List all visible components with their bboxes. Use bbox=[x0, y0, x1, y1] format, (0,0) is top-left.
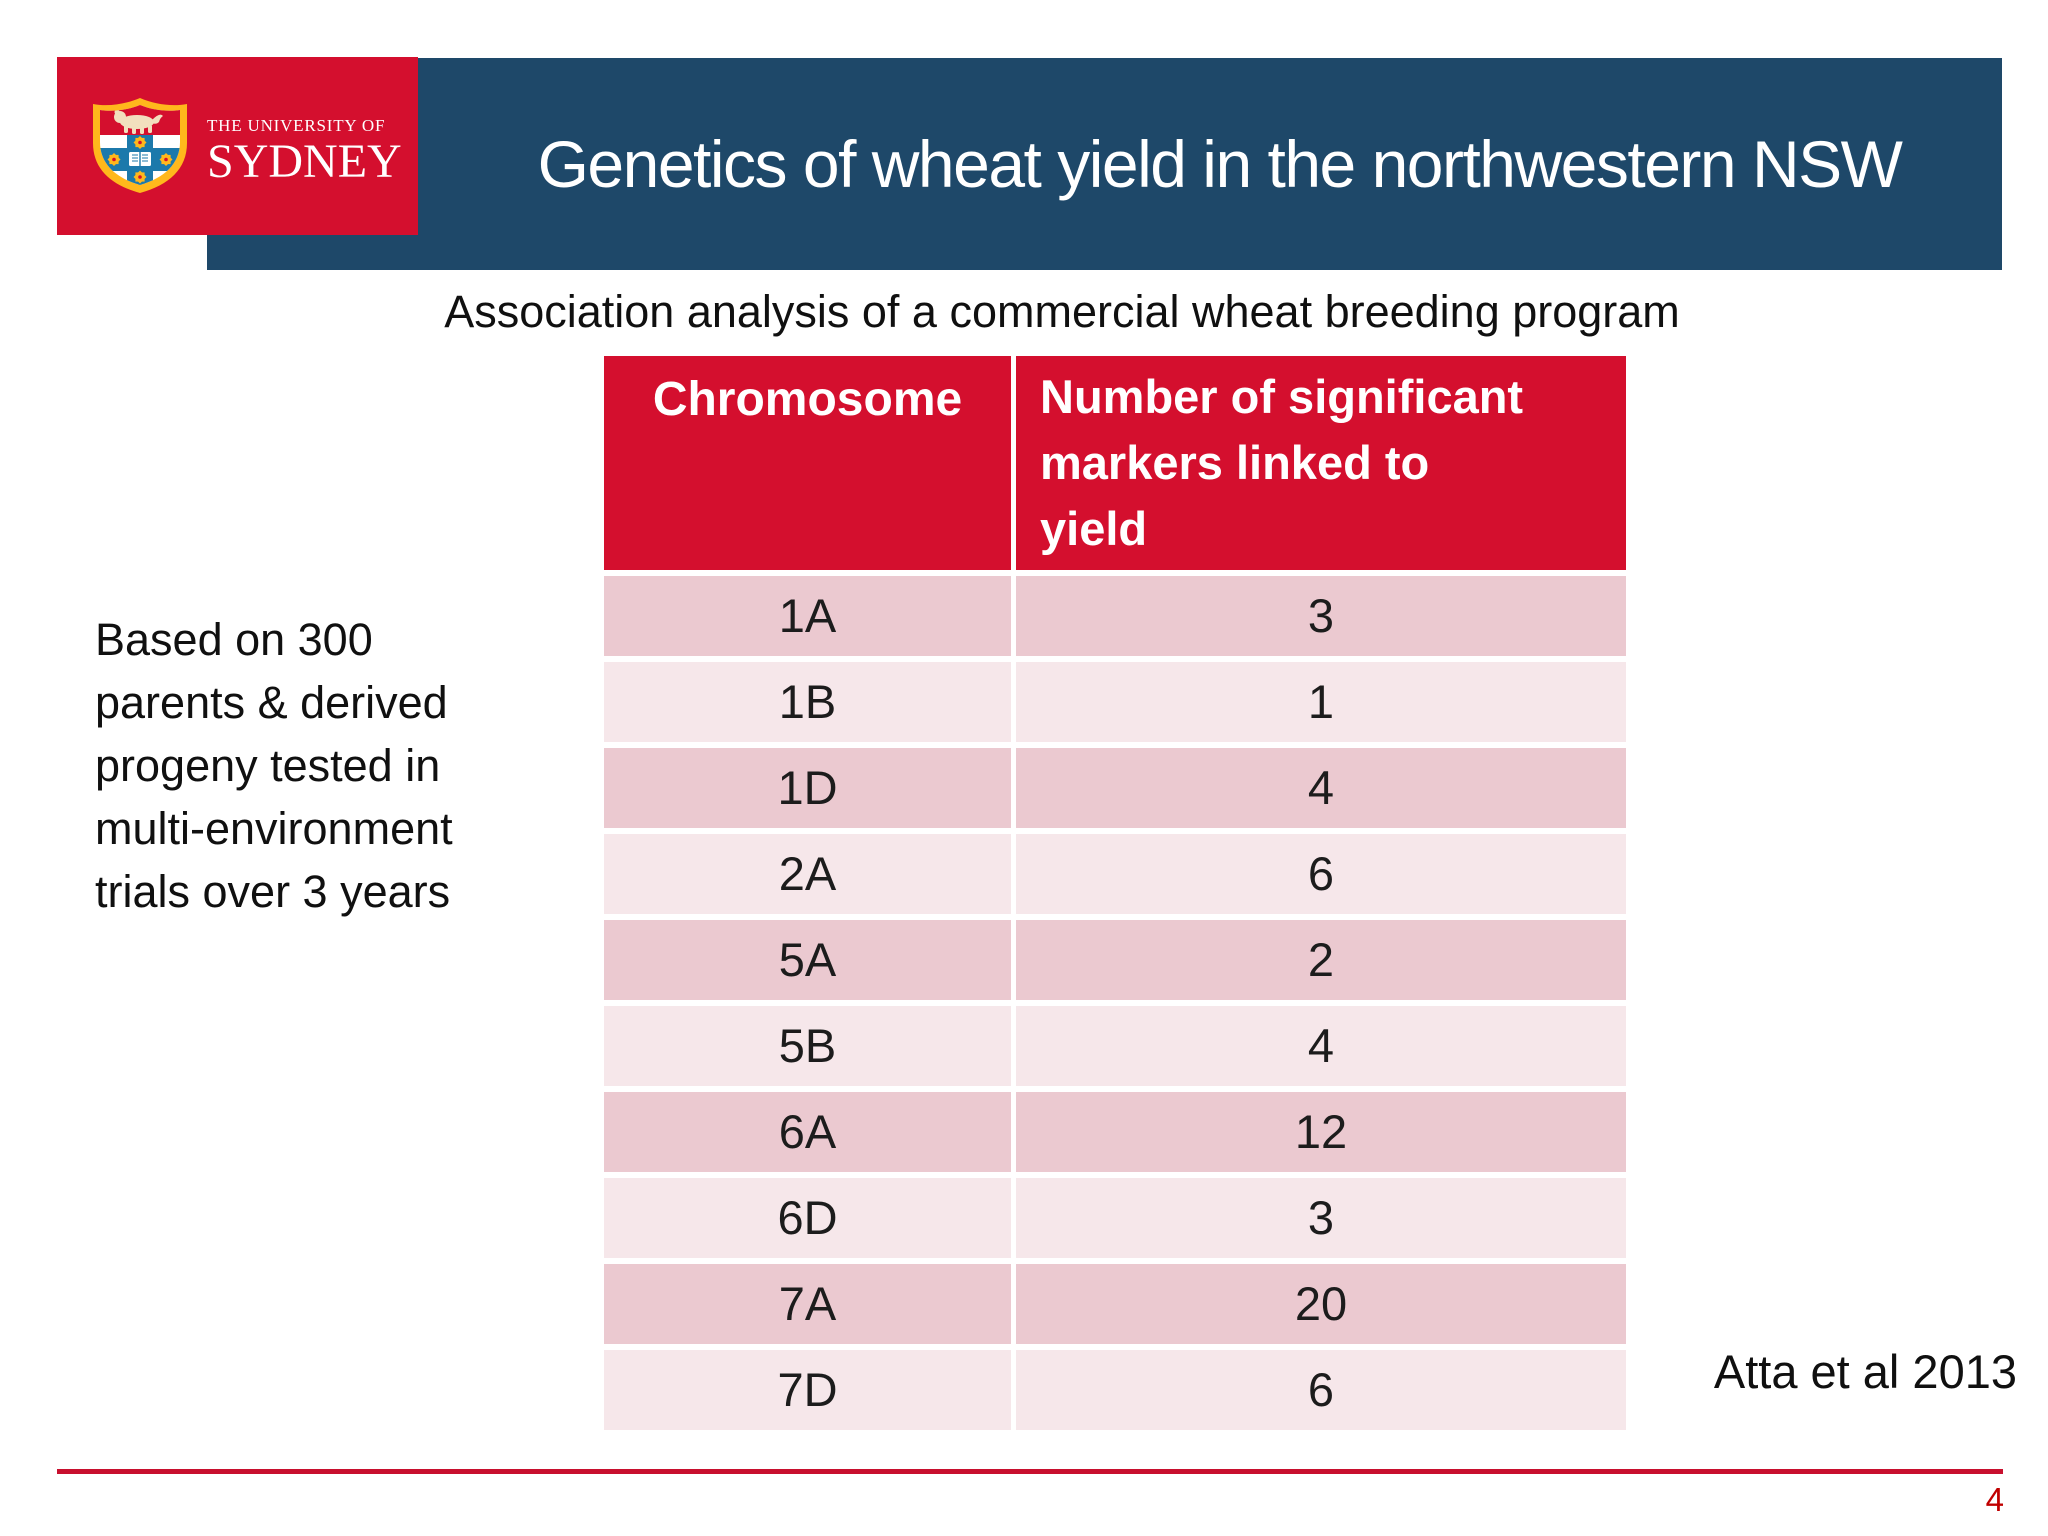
cell-chromosome: 2A bbox=[604, 834, 1011, 914]
cell-chromosome: 6A bbox=[604, 1092, 1011, 1172]
slide-subtitle: Association analysis of a commercial whe… bbox=[444, 286, 1680, 337]
star-icon bbox=[133, 170, 147, 184]
cell-marker-count: 2 bbox=[1016, 920, 1626, 1000]
star-icon bbox=[107, 152, 121, 167]
table-header-markers: Number of significant markers linked to … bbox=[1016, 356, 1626, 570]
cell-chromosome: 1D bbox=[604, 748, 1011, 828]
star-icon bbox=[133, 135, 147, 150]
cell-marker-count: 12 bbox=[1016, 1092, 1626, 1172]
side-note: Based on 300 parents & derived progeny t… bbox=[95, 614, 453, 917]
title-bar: Genetics of wheat yield in the northwest… bbox=[207, 58, 2002, 270]
cell-chromosome: 5A bbox=[604, 920, 1011, 1000]
logo-large-text: SYDNEY bbox=[207, 135, 402, 188]
cell-chromosome: 7D bbox=[604, 1350, 1011, 1430]
slide-title: Genetics of wheat yield in the northwest… bbox=[537, 127, 1903, 201]
attribution: Atta et al 2013 bbox=[1713, 1345, 2017, 1398]
cell-marker-count: 4 bbox=[1016, 1006, 1626, 1086]
cell-marker-count: 20 bbox=[1016, 1264, 1626, 1344]
cell-marker-count: 3 bbox=[1016, 1178, 1626, 1258]
university-crest-icon bbox=[93, 98, 187, 193]
cell-marker-count: 4 bbox=[1016, 748, 1626, 828]
logo-text: THE UNIVERSITY OF SYDNEY bbox=[207, 116, 402, 187]
cell-chromosome: 1B bbox=[604, 662, 1011, 742]
footer-rule bbox=[57, 1469, 2003, 1474]
logo-small-text: THE UNIVERSITY OF bbox=[207, 116, 386, 135]
star-icon bbox=[159, 152, 173, 167]
program-table: Chromosome Number of significant markers… bbox=[604, 356, 1626, 1430]
table-header-chromosome: Chromosome bbox=[604, 356, 1011, 570]
page-number: 4 bbox=[1985, 1481, 2004, 1518]
cell-chromosome: 5B bbox=[604, 1006, 1011, 1086]
open-book-icon bbox=[129, 152, 151, 166]
cell-chromosome: 6D bbox=[604, 1178, 1011, 1258]
cell-chromosome: 1A bbox=[604, 576, 1011, 656]
cell-marker-count: 6 bbox=[1016, 1350, 1626, 1430]
lion-passant-icon bbox=[114, 109, 163, 134]
cell-marker-count: 3 bbox=[1016, 576, 1626, 656]
cell-marker-count: 1 bbox=[1016, 662, 1626, 742]
cell-marker-count: 6 bbox=[1016, 834, 1626, 914]
university-logo: THE UNIVERSITY OF SYDNEY bbox=[57, 57, 418, 235]
cell-chromosome: 7A bbox=[604, 1264, 1011, 1344]
